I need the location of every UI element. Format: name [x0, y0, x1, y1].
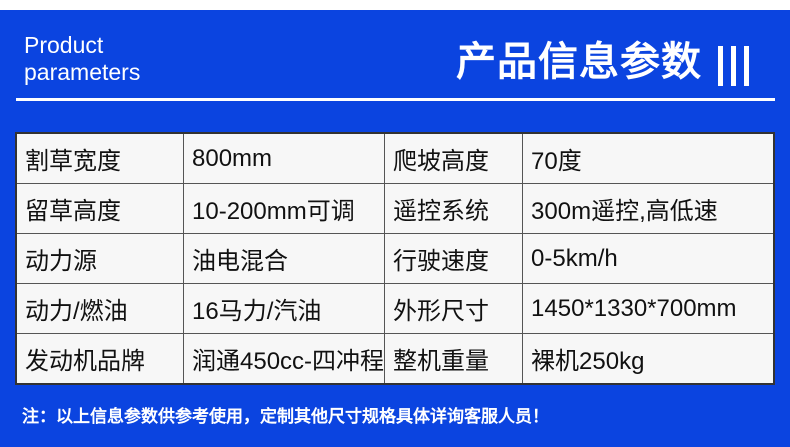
param-label: 整机重量 — [384, 333, 524, 385]
param-label: 遥控系统 — [384, 183, 524, 234]
param-value: 油电混合 — [182, 233, 386, 284]
decorative-bars-icon — [718, 46, 749, 86]
english-title-line1: Product — [24, 32, 104, 58]
param-label: 动力源 — [15, 233, 184, 284]
table-row: 动力源 油电混合 行驶速度 0-5km/h — [15, 233, 775, 284]
header-divider — [16, 98, 775, 101]
parameters-table: 割草宽度 800mm 爬坡高度 70度 留草高度 10-200mm可调 遥控系统 300m遥控… — [15, 132, 775, 385]
param-label: 外形尺寸 — [384, 283, 524, 334]
table-row: 动力/燃油 16马力/汽油 外形尺寸 1450*1330*700mm — [15, 283, 775, 334]
param-label: 发动机品牌 — [15, 333, 184, 385]
param-label: 爬坡高度 — [384, 132, 524, 184]
param-value: 10-200mm可调 — [182, 183, 386, 234]
param-value: 800mm — [182, 132, 386, 184]
param-value: 16马力/汽油 — [182, 283, 386, 334]
table-row: 发动机品牌 润通450cc-四冲程 整机重量 裸机250kg — [15, 333, 775, 385]
param-value: 70度 — [522, 132, 775, 184]
param-label: 动力/燃油 — [15, 283, 184, 334]
product-parameters-panel: Product parameters 产品信息参数 割草宽度 800mm 爬坡高度 7… — [0, 10, 790, 447]
param-label: 割草宽度 — [15, 132, 184, 184]
param-value: 1450*1330*700mm — [522, 283, 775, 334]
param-value: 裸机250kg — [522, 333, 775, 385]
param-value: 0-5km/h — [522, 233, 775, 284]
english-title-line2: parameters — [24, 59, 141, 85]
param-value: 润通450cc-四冲程 — [182, 333, 386, 385]
param-label: 行驶速度 — [384, 233, 524, 284]
param-value: 300m遥控,高低速 — [522, 183, 775, 234]
english-title: Product parameters — [24, 32, 140, 86]
table-row: 割草宽度 800mm 爬坡高度 70度 — [15, 132, 775, 184]
chinese-title: 产品信息参数 — [456, 40, 702, 84]
param-label: 留草高度 — [15, 183, 184, 234]
footer-note: 注：以上信息参数供参考使用，定制其他尺寸规格具体详询客服人员！ — [22, 407, 549, 426]
table-row: 留草高度 10-200mm可调 遥控系统 300m遥控,高低速 — [15, 183, 775, 234]
